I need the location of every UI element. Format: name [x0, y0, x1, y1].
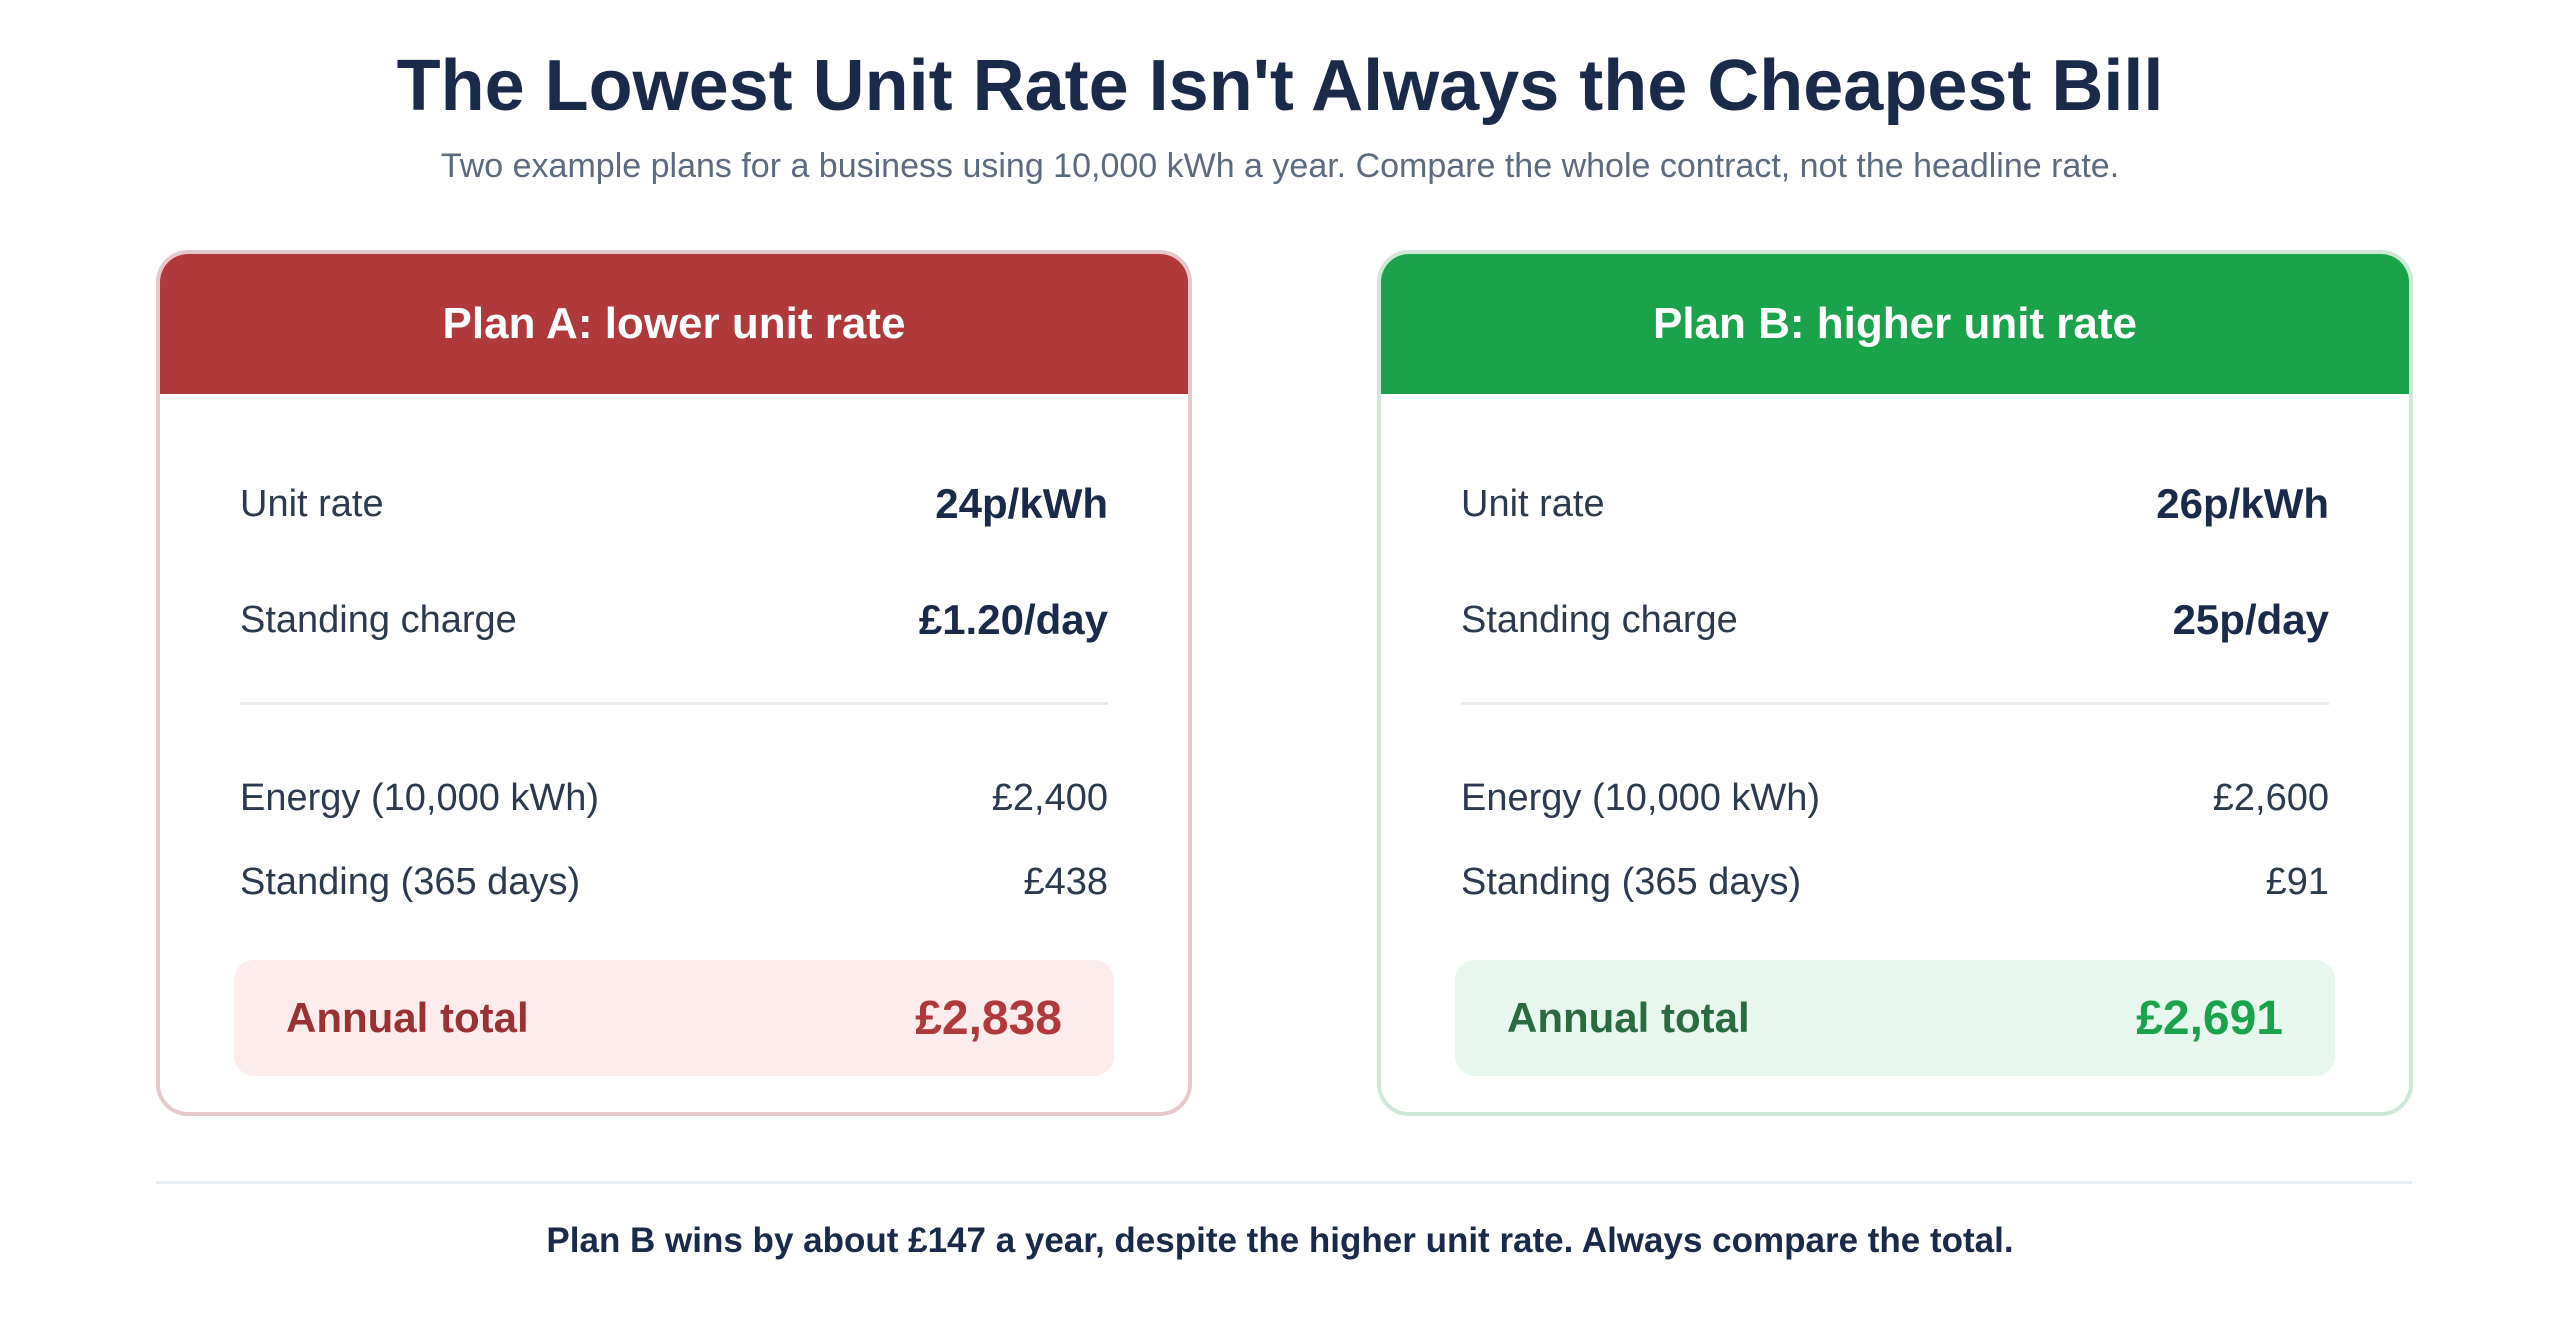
standing-total-value: £438 [1023, 860, 1108, 903]
energy-value: £2,400 [991, 776, 1108, 819]
unit-rate-value: 24p/kWh [935, 480, 1108, 527]
energy-label: Energy (10,000 kWh) [1461, 776, 1821, 819]
plan-b-energy-row: Energy (10,000 kWh) £2,600 [1461, 768, 2329, 828]
plan-a-divider [240, 702, 1108, 705]
standing-total-value: £91 [2265, 860, 2329, 903]
annual-total-label: Annual total [286, 994, 529, 1041]
plan-b-standing-charge-row: Standing charge 25p/day [1461, 590, 2329, 650]
page-title: The Lowest Unit Rate Isn't Always the Ch… [396, 46, 2164, 126]
annual-total-value: £2,691 [2136, 991, 2283, 1045]
page-subtitle: Two example plans for a business using 1… [440, 147, 2120, 185]
plan-a-card: Plan A: lower unit rate Unit rate 24p/kW… [156, 250, 1192, 1116]
annual-total-value: £2,838 [915, 991, 1062, 1045]
plan-a-standing-total-row: Standing (365 days) £438 [240, 852, 1108, 912]
plan-b-standing-total-row: Standing (365 days) £91 [1461, 852, 2329, 912]
plan-b-header: Plan B: higher unit rate [1381, 254, 2409, 394]
standing-charge-value: 25p/day [2172, 596, 2329, 643]
plan-a-unit-rate-row: Unit rate 24p/kWh [240, 474, 1108, 534]
standing-total-label: Standing (365 days) [1461, 860, 1802, 903]
unit-rate-label: Unit rate [240, 482, 384, 525]
standing-charge-label: Standing charge [1461, 598, 1738, 641]
energy-label: Energy (10,000 kWh) [240, 776, 600, 819]
plan-b-annual-total: Annual total £2,691 [1455, 960, 2335, 1076]
unit-rate-label: Unit rate [1461, 482, 1605, 525]
energy-value: £2,600 [2212, 776, 2329, 819]
plan-a-standing-charge-row: Standing charge £1.20/day [240, 590, 1108, 650]
standing-charge-value: £1.20/day [918, 596, 1108, 643]
annual-total-label: Annual total [1507, 994, 1750, 1041]
standing-charge-label: Standing charge [240, 598, 517, 641]
plan-a-energy-row: Energy (10,000 kWh) £2,400 [240, 768, 1108, 828]
plan-b-unit-rate-row: Unit rate 26p/kWh [1461, 474, 2329, 534]
plan-a-header: Plan A: lower unit rate [160, 254, 1188, 394]
footer-note: Plan B wins by about £147 a year, despit… [546, 1221, 2014, 1260]
unit-rate-value: 26p/kWh [2156, 480, 2329, 527]
footer-divider [156, 1181, 2412, 1184]
plan-b-divider [1461, 702, 2329, 705]
plan-b-card: Plan B: higher unit rate Unit rate 26p/k… [1377, 250, 2413, 1116]
plan-a-annual-total: Annual total £2,838 [234, 960, 1114, 1076]
standing-total-label: Standing (365 days) [240, 860, 581, 903]
